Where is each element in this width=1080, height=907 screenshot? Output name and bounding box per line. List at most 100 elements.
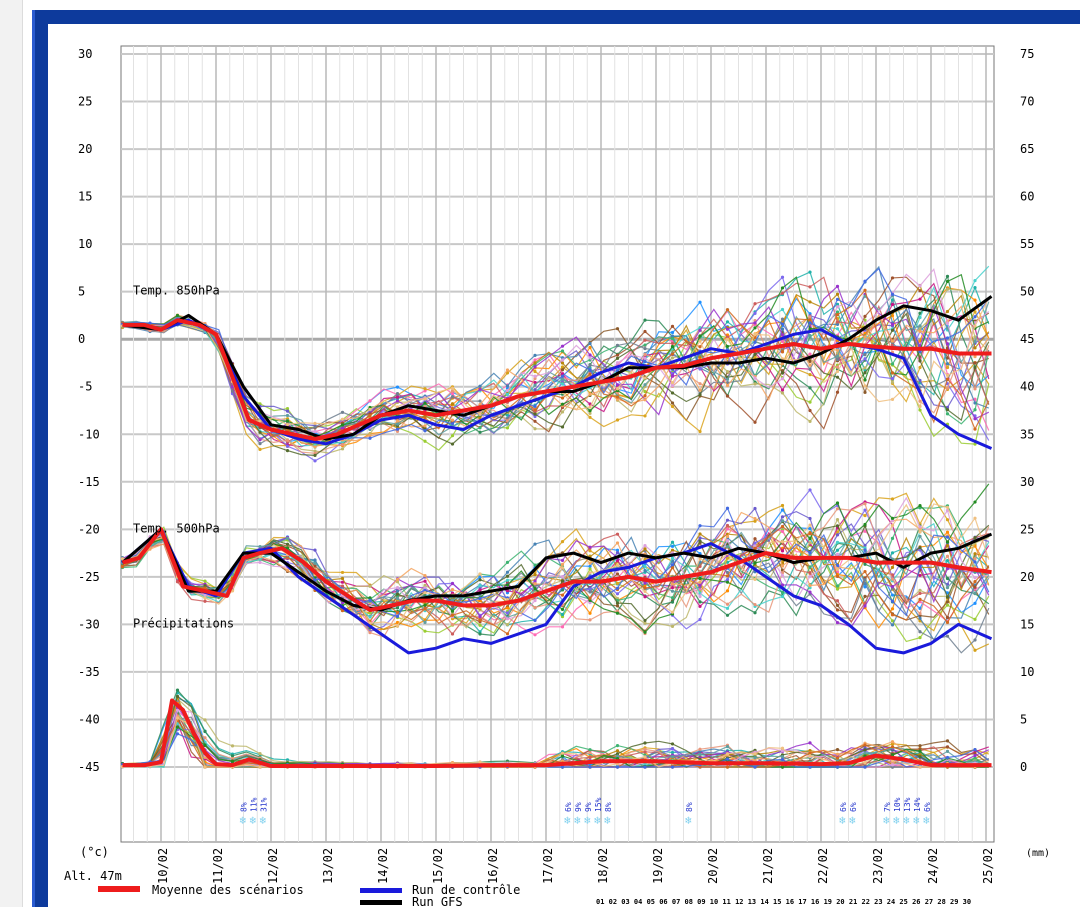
ensemble-member-point [863,765,867,769]
ensemble-member-point [450,392,455,396]
ensemble-member-point [698,600,702,604]
ensemble-member-point [670,391,675,395]
ensemble-member-point [863,335,867,339]
ensemble-member-point [835,327,840,331]
y-tick-label-left: 5 [78,285,85,299]
ensemble-member-point [863,378,867,382]
ensemble-member-point [698,429,702,434]
ensemble-member-point [643,318,647,322]
ensemble-member-point [313,429,317,433]
ensemble-member-line [122,530,990,628]
ensemble-member-point [863,751,867,755]
ensemble-member-point [588,755,592,759]
ensemble-member-point [973,585,977,589]
ensemble-member-point [203,584,207,588]
ensemble-member-point [918,359,922,363]
ensemble-member-point [395,623,400,628]
ensemble-member-point [423,579,427,583]
ensemble-member-point [560,396,565,400]
ensemble-member-point [945,408,950,412]
ensemble-member-point [615,558,620,563]
ensemble-member-point [588,564,592,568]
ensemble-member-point [505,426,510,430]
ensemble-member-point [835,756,840,760]
ensemble-member-point [780,594,785,599]
ensemble-member-point [258,765,262,769]
ensemble-member-point [973,355,977,359]
ensemble-member-point [753,376,757,380]
ensemble-member-point [973,286,977,290]
ensemble-member-point [780,286,785,290]
ensemble-member-point [835,584,840,588]
ensemble-member-point [918,365,922,370]
ensemble-member-point [313,421,317,425]
ensemble-member-point [945,309,950,314]
ensemble-member-point [615,532,620,536]
ensemble-member-point [808,367,812,371]
snowflake-icon: ❄ [584,814,591,827]
ensemble-member-point [340,417,345,421]
ensemble-member-point [808,408,812,413]
ensemble-member-point [808,334,812,338]
x-tick-label: 17/02 [541,848,555,884]
ensemble-member-point [973,346,977,350]
ensemble-member-line [122,505,989,606]
ensemble-member-point [808,527,812,531]
ensemble-member-point [945,540,950,544]
ensemble-member-line [122,524,989,635]
ensemble-member-point [423,387,427,391]
ensemble-member-point [835,530,840,534]
x-tick-label: 24/02 [926,848,940,884]
ensemble-member-point [450,613,455,617]
ensemble-member-point [533,579,537,583]
ensemble-member-point [973,427,977,431]
ensemble-member-point [835,365,840,369]
ensemble-member-point [973,315,977,319]
ensemble-member-point [368,598,372,602]
ensemble-member-point [835,501,840,505]
ensemble-member-point [258,402,262,406]
ensemble-member-point [945,373,950,377]
ensemble-member-point [973,601,977,605]
ensemble-member-point [780,539,785,544]
ensemble-member-point [945,595,950,599]
ensemble-member-point [945,603,950,607]
legend-label-mean: Moyenne des scénarios [152,883,304,897]
ensemble-member-point [753,611,757,615]
ensemble-member-point [973,753,977,758]
ensemble-member-point [973,638,977,642]
ensemble-member-point [725,523,730,528]
ensemble-member-point [863,384,867,388]
plot-area [120,45,995,843]
ensemble-member-point [753,311,757,315]
ensemble-member-point [835,375,840,379]
y-tick-label-left: -5 [78,380,92,394]
ensemble-member-point [918,326,922,331]
ensemble-member-point [175,688,180,692]
ensemble-member-point [808,537,812,541]
ensemble-member-point [890,322,895,326]
ensemble-member-point [230,744,235,748]
ensemble-member-point [203,765,207,769]
ensemble-member-point [725,344,730,349]
ensemble-member-point [808,531,812,536]
ensemble-member-point [670,540,675,544]
ensemble-member-point [698,300,702,304]
ensemble-member-point [285,568,290,572]
ensemble-member-point [533,605,537,610]
ensemble-member-point [423,583,427,588]
legend-swatch-control [360,888,402,893]
ensemble-member-point [808,359,812,364]
ensemble-member-point [423,429,427,433]
snow-probability-label: 11% [250,797,259,812]
ensemble-member-point [368,584,372,588]
ensemble-member-point [478,596,482,601]
ensemble-member-point [808,373,812,377]
ensemble-member-point [533,542,537,546]
ensemble-member-point [560,361,565,365]
ensemble-member-point [423,416,427,420]
ensemble-member-point [808,419,812,424]
ensemble-member-point [835,752,840,756]
ensemble-member-point [945,586,950,590]
ensemble-member-line [122,288,990,441]
